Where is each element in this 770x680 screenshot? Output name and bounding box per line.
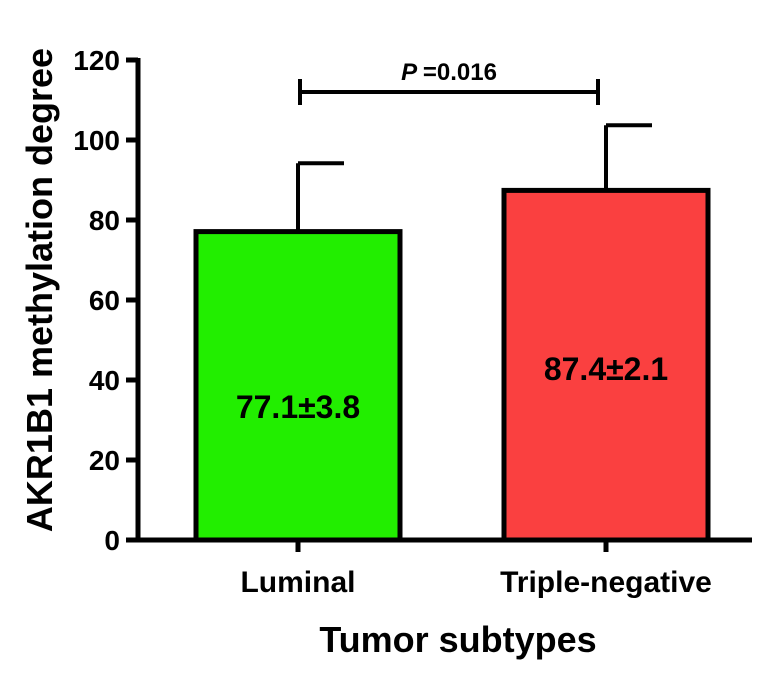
y-ticks: 0 20 40 60 80 100 120 xyxy=(73,45,138,556)
y-tick-label: 0 xyxy=(104,525,120,556)
y-tick-label: 120 xyxy=(73,45,120,76)
bar-value-label: 87.4±2.1 xyxy=(544,351,668,387)
bar xyxy=(501,187,711,543)
y-tick-label: 80 xyxy=(89,205,120,236)
bar-value-label: 77.1±3.8 xyxy=(236,389,360,425)
bar xyxy=(193,229,403,543)
x-tick-label: Luminal xyxy=(240,566,355,599)
y-axis-title: AKR1B1 methylation degree xyxy=(19,48,60,532)
significance-annotation: P =0.016 xyxy=(298,59,600,105)
y-tick-label: 40 xyxy=(89,365,120,396)
x-tick-label: Triple-negative xyxy=(500,566,712,599)
x-ticks: Luminal Triple-negative xyxy=(240,540,712,599)
x-axis-title: Tumor subtypes xyxy=(319,619,596,660)
y-tick-label: 100 xyxy=(73,125,120,156)
y-tick-label: 60 xyxy=(89,285,120,316)
y-tick-label: 20 xyxy=(89,445,120,476)
p-value-label: P =0.016 xyxy=(401,59,497,86)
bars: 77.1±3.8 87.4±2.1 xyxy=(193,123,711,543)
